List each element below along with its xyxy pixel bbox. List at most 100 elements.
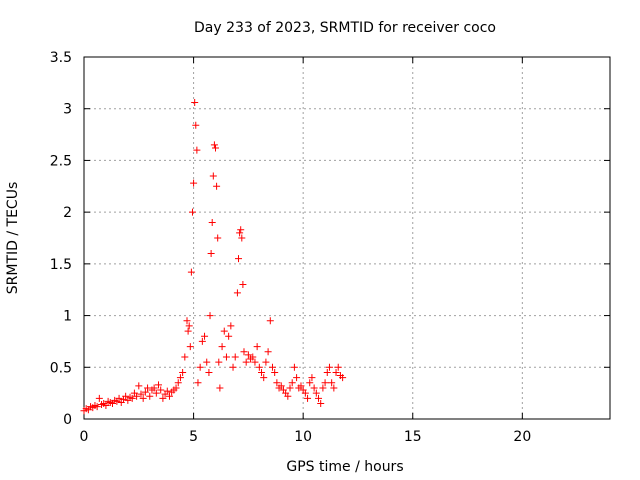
- data-point: [135, 382, 143, 390]
- data-point: [102, 402, 110, 410]
- data-point: [128, 394, 136, 402]
- data-point: [216, 384, 224, 392]
- data-point: [339, 374, 347, 382]
- x-axis-label: GPS time / hours: [286, 459, 403, 475]
- data-point: [218, 343, 226, 351]
- data-point: [229, 363, 237, 371]
- gridlines: [84, 57, 610, 419]
- data-point: [155, 381, 163, 389]
- data-point: [225, 332, 233, 340]
- data-point: [271, 368, 279, 376]
- data-point: [93, 403, 101, 411]
- data-point: [184, 327, 192, 335]
- y-tick-label: 0: [63, 412, 72, 428]
- y-tick-label: 2.5: [50, 153, 72, 169]
- data-point: [205, 368, 213, 376]
- data-point: [253, 343, 261, 351]
- x-axis-ticks: 0 5 10 15 20: [80, 57, 531, 445]
- data-point: [183, 317, 191, 325]
- x-tick-label: 15: [404, 429, 422, 445]
- data-point: [174, 379, 182, 387]
- data-point: [297, 382, 305, 390]
- data-point: [244, 351, 252, 359]
- data-point: [317, 399, 325, 407]
- data-point: [332, 368, 340, 376]
- data-point: [284, 392, 292, 400]
- data-point: [286, 384, 294, 392]
- y-tick-label: 3.5: [50, 50, 72, 66]
- data-point: [137, 390, 145, 398]
- data-point: [188, 208, 196, 216]
- data-point: [181, 353, 189, 361]
- data-point: [220, 327, 228, 335]
- data-point: [194, 379, 202, 387]
- data-point: [213, 182, 221, 190]
- data-point: [264, 348, 272, 356]
- data-point: [115, 394, 123, 402]
- data-point: [209, 172, 217, 180]
- data-point: [233, 289, 241, 297]
- plot-frame: [83, 56, 611, 420]
- data-point: [266, 317, 274, 325]
- data-point: [239, 281, 247, 289]
- data-point: [242, 358, 250, 366]
- data-point: [323, 368, 331, 376]
- data-point: [222, 353, 230, 361]
- data-point: [198, 337, 206, 345]
- data-point: [325, 363, 333, 371]
- data-point: [312, 389, 320, 397]
- data-point: [319, 384, 327, 392]
- y-tick-label: 1.5: [50, 257, 72, 273]
- data-point: [268, 363, 276, 371]
- data-point: [306, 379, 314, 387]
- data-point: [163, 387, 171, 395]
- data-point: [141, 388, 149, 396]
- data-point: [144, 384, 152, 392]
- data-point: [255, 363, 263, 371]
- data-point: [215, 358, 223, 366]
- y-tick-label: 2: [63, 205, 72, 221]
- data-point: [290, 363, 298, 371]
- data-point: [260, 374, 268, 382]
- data-point: [196, 363, 204, 371]
- y-tick-label: 3: [63, 102, 72, 118]
- x-tick-label: 0: [80, 429, 89, 445]
- data-point: [203, 358, 211, 366]
- data-point: [206, 312, 214, 320]
- data-point: [301, 389, 309, 397]
- data-point: [152, 389, 160, 397]
- data-point: [330, 384, 338, 392]
- data-point: [210, 141, 218, 149]
- data-point: [251, 358, 259, 366]
- data-point: [185, 322, 193, 330]
- data-point: [321, 379, 329, 387]
- data-point: [238, 234, 246, 242]
- data-point: [122, 392, 130, 400]
- plot-area-border: [83, 56, 611, 420]
- data-point: [159, 394, 167, 402]
- data-point: [176, 374, 184, 382]
- y-axis-label: SRMTID / TECUs: [5, 182, 21, 295]
- data-point: [165, 392, 173, 400]
- data-point: [186, 343, 194, 351]
- data-point: [237, 226, 245, 234]
- data-point: [236, 229, 244, 237]
- x-tick-label: 10: [294, 429, 312, 445]
- data-points: [80, 99, 347, 415]
- data-point: [240, 348, 248, 356]
- data-point: [310, 384, 318, 392]
- data-point: [193, 146, 201, 154]
- data-point: [208, 218, 216, 226]
- data-point: [172, 384, 180, 392]
- y-tick-label: 1: [63, 309, 72, 325]
- data-point: [304, 394, 312, 402]
- data-point: [214, 234, 222, 242]
- x-tick-label: 5: [189, 429, 198, 445]
- data-point: [192, 121, 200, 129]
- data-point: [334, 363, 342, 371]
- data-point: [187, 268, 195, 276]
- chart-title: Day 233 of 2023, SRMTID for receiver coc…: [194, 20, 496, 36]
- data-point: [139, 394, 147, 402]
- data-point: [146, 392, 154, 400]
- data-point: [157, 386, 165, 394]
